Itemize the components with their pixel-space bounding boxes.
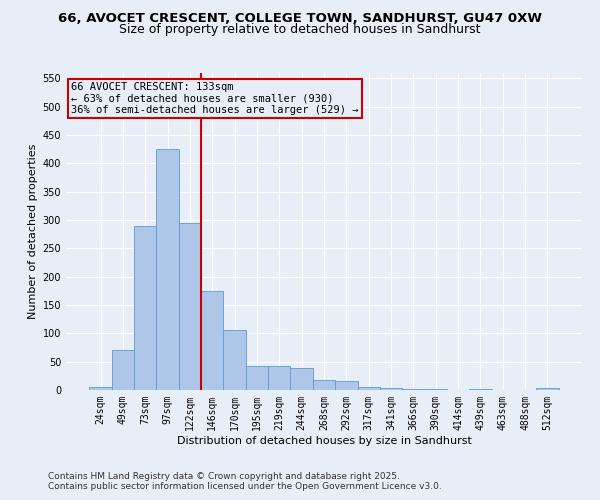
Text: 66 AVOCET CRESCENT: 133sqm
← 63% of detached houses are smaller (930)
36% of sem: 66 AVOCET CRESCENT: 133sqm ← 63% of deta… [71, 82, 359, 115]
Bar [268, 366, 290, 390]
Bar [223, 330, 246, 390]
Bar [380, 388, 402, 390]
Text: Contains HM Land Registry data © Crown copyright and database right 2025.: Contains HM Land Registry data © Crown c… [48, 472, 400, 481]
Bar [313, 380, 335, 390]
Bar [335, 382, 358, 390]
X-axis label: Distribution of detached houses by size in Sandhurst: Distribution of detached houses by size … [176, 436, 472, 446]
Bar [358, 386, 380, 390]
Bar [112, 350, 134, 390]
Bar [179, 222, 201, 390]
Bar [246, 366, 268, 390]
Bar [536, 388, 559, 390]
Bar [89, 386, 112, 390]
Text: Size of property relative to detached houses in Sandhurst: Size of property relative to detached ho… [119, 22, 481, 36]
Y-axis label: Number of detached properties: Number of detached properties [28, 144, 38, 319]
Bar [157, 149, 179, 390]
Bar [290, 368, 313, 390]
Text: Contains public sector information licensed under the Open Government Licence v3: Contains public sector information licen… [48, 482, 442, 491]
Bar [134, 226, 157, 390]
Text: 66, AVOCET CRESCENT, COLLEGE TOWN, SANDHURST, GU47 0XW: 66, AVOCET CRESCENT, COLLEGE TOWN, SANDH… [58, 12, 542, 26]
Bar [201, 291, 223, 390]
